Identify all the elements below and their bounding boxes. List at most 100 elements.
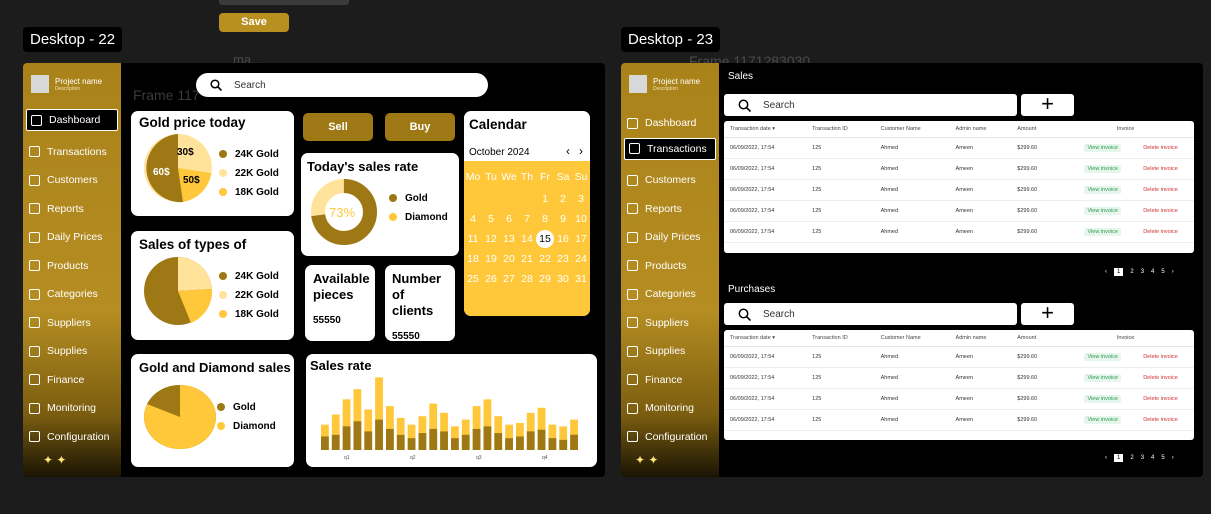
calendar-day[interactable]: 28 xyxy=(521,273,533,285)
calendar-day[interactable]: 17 xyxy=(575,233,587,245)
delete-invoice-button[interactable]: Delete invoice xyxy=(1143,145,1178,151)
pager-prev[interactable]: ‹ xyxy=(1105,269,1107,275)
add-purchase-button[interactable]: + xyxy=(1021,302,1074,325)
calendar-day-selected[interactable]: 15 xyxy=(536,230,554,248)
sidebar-item-monitoring[interactable]: Monitoring xyxy=(23,394,121,423)
view-invoice-button[interactable]: View invoice xyxy=(1084,228,1121,236)
sidebar-item-customers[interactable]: Customers xyxy=(23,166,121,195)
calendar-day[interactable]: 30 xyxy=(557,273,569,285)
sidebar-item-dashboard[interactable]: Dashboard xyxy=(26,109,118,131)
calendar-day[interactable]: 29 xyxy=(539,273,551,285)
calendar-day[interactable]: 1 xyxy=(542,193,548,205)
calendar-day[interactable]: 14 xyxy=(521,233,533,245)
calendar-day[interactable]: 31 xyxy=(575,273,587,285)
sidebar-item-configuration[interactable]: Configuration xyxy=(23,423,121,452)
calendar-day[interactable]: 3 xyxy=(578,193,584,205)
calendar-day[interactable]: 23 xyxy=(557,253,569,265)
delete-invoice-button[interactable]: Delete invoice xyxy=(1143,187,1178,193)
calendar-day[interactable]: 24 xyxy=(575,253,587,265)
pager-next[interactable]: › xyxy=(1171,269,1174,275)
pager-page[interactable]: 4 xyxy=(1151,269,1155,275)
sidebar-item-categories[interactable]: Categories xyxy=(23,280,121,309)
calendar-day[interactable]: 5 xyxy=(488,213,494,225)
delete-invoice-button[interactable]: Delete invoice xyxy=(1143,375,1178,381)
view-invoice-button[interactable]: View invoice xyxy=(1084,165,1121,173)
calendar-day[interactable]: 9 xyxy=(560,213,566,225)
sidebar-item-products[interactable]: Products xyxy=(23,252,121,281)
view-invoice-button[interactable]: View invoice xyxy=(1084,374,1121,382)
sidebar-item-reports[interactable]: Reports xyxy=(621,195,719,224)
calendar-day[interactable]: 6 xyxy=(506,213,512,225)
calendar-day[interactable]: 26 xyxy=(485,273,497,285)
calendar-day[interactable]: 18 xyxy=(467,253,479,265)
sidebar-item-supplies[interactable]: Supplies xyxy=(621,337,719,366)
view-invoice-button[interactable]: View invoice xyxy=(1084,353,1121,361)
delete-invoice-button[interactable]: Delete invoice xyxy=(1143,208,1178,214)
calendar-day[interactable]: 20 xyxy=(503,253,515,265)
view-invoice-button[interactable]: View invoice xyxy=(1084,395,1121,403)
buy-button[interactable]: Buy xyxy=(385,113,455,141)
calendar-next[interactable]: › xyxy=(579,144,583,158)
view-invoice-button[interactable]: View invoice xyxy=(1084,144,1121,152)
sidebar-item-dashboard[interactable]: Dashboard xyxy=(621,109,719,138)
purchases-search[interactable]: Search xyxy=(724,303,1017,325)
pager-page[interactable]: 5 xyxy=(1161,455,1165,461)
sales-search[interactable]: Search xyxy=(724,94,1017,116)
calendar-day[interactable]: 12 xyxy=(485,233,497,245)
calendar-day[interactable]: 27 xyxy=(503,273,515,285)
sidebar-item-finance[interactable]: Finance xyxy=(621,366,719,395)
sidebar-item-transactions[interactable]: Transactions xyxy=(23,138,121,167)
pager-page[interactable]: 1 xyxy=(1114,268,1124,276)
sidebar-item-daily-prices[interactable]: Daily Prices xyxy=(621,223,719,252)
sidebar-item-configuration[interactable]: Configuration xyxy=(621,423,719,452)
calendar-day[interactable]: 8 xyxy=(542,213,548,225)
sidebar-item-transactions[interactable]: Transactions xyxy=(624,137,716,160)
sidebar-item-finance[interactable]: Finance xyxy=(23,366,121,395)
delete-invoice-button[interactable]: Delete invoice xyxy=(1143,396,1178,402)
frame-label-right[interactable]: Desktop - 23 xyxy=(621,27,721,52)
view-invoice-button[interactable]: View invoice xyxy=(1084,207,1121,215)
delete-invoice-button[interactable]: Delete invoice xyxy=(1143,229,1178,235)
column-header[interactable]: Transaction date ▾ xyxy=(724,330,807,347)
column-header[interactable]: Transaction date ▾ xyxy=(724,121,807,138)
calendar-day[interactable]: 13 xyxy=(503,233,515,245)
save-button[interactable]: Save xyxy=(219,13,289,32)
delete-invoice-button[interactable]: Delete invoice xyxy=(1143,417,1178,423)
calendar-day[interactable]: 7 xyxy=(524,213,530,225)
calendar-day[interactable]: 19 xyxy=(485,253,497,265)
calendar-day[interactable]: 16 xyxy=(557,233,569,245)
delete-invoice-button[interactable]: Delete invoice xyxy=(1143,166,1178,172)
delete-invoice-button[interactable]: Delete invoice xyxy=(1143,354,1178,360)
calendar-day[interactable]: 11 xyxy=(467,233,479,245)
pager-page[interactable]: 5 xyxy=(1161,269,1165,275)
view-invoice-button[interactable]: View invoice xyxy=(1084,186,1121,194)
pager-page[interactable]: 4 xyxy=(1151,455,1155,461)
sell-button[interactable]: Sell xyxy=(303,113,373,141)
sidebar-item-supplies[interactable]: Supplies xyxy=(23,337,121,366)
add-sale-button[interactable]: + xyxy=(1021,93,1074,116)
frame-label-left[interactable]: Desktop - 22 xyxy=(23,27,123,52)
sidebar-item-monitoring[interactable]: Monitoring xyxy=(621,394,719,423)
pager-prev[interactable]: ‹ xyxy=(1105,455,1107,461)
sidebar-item-suppliers[interactable]: Suppliers xyxy=(621,309,719,338)
pager-next[interactable]: › xyxy=(1171,455,1174,461)
calendar-prev[interactable]: ‹ xyxy=(566,144,570,158)
sidebar-item-customers[interactable]: Customers xyxy=(621,166,719,195)
sidebar-item-suppliers[interactable]: Suppliers xyxy=(23,309,121,338)
sidebar-item-reports[interactable]: Reports xyxy=(23,195,121,224)
calendar-day[interactable]: 10 xyxy=(575,213,587,225)
pager-page[interactable]: 3 xyxy=(1140,455,1145,461)
search-bar[interactable]: Search xyxy=(196,73,488,97)
pager-page[interactable]: 1 xyxy=(1114,454,1124,462)
calendar-day[interactable]: 25 xyxy=(467,273,479,285)
pager-page[interactable]: 3 xyxy=(1140,269,1145,275)
calendar-day[interactable]: 2 xyxy=(560,193,566,205)
sidebar-item-products[interactable]: Products xyxy=(621,252,719,281)
view-invoice-button[interactable]: View invoice xyxy=(1084,416,1121,424)
sidebar-item-categories[interactable]: Categories xyxy=(621,280,719,309)
calendar-day[interactable]: 21 xyxy=(521,253,533,265)
pager-page[interactable]: 2 xyxy=(1130,269,1134,275)
calendar-day[interactable]: 4 xyxy=(470,213,476,225)
pager-page[interactable]: 2 xyxy=(1130,455,1134,461)
sidebar-item-daily-prices[interactable]: Daily Prices xyxy=(23,223,121,252)
